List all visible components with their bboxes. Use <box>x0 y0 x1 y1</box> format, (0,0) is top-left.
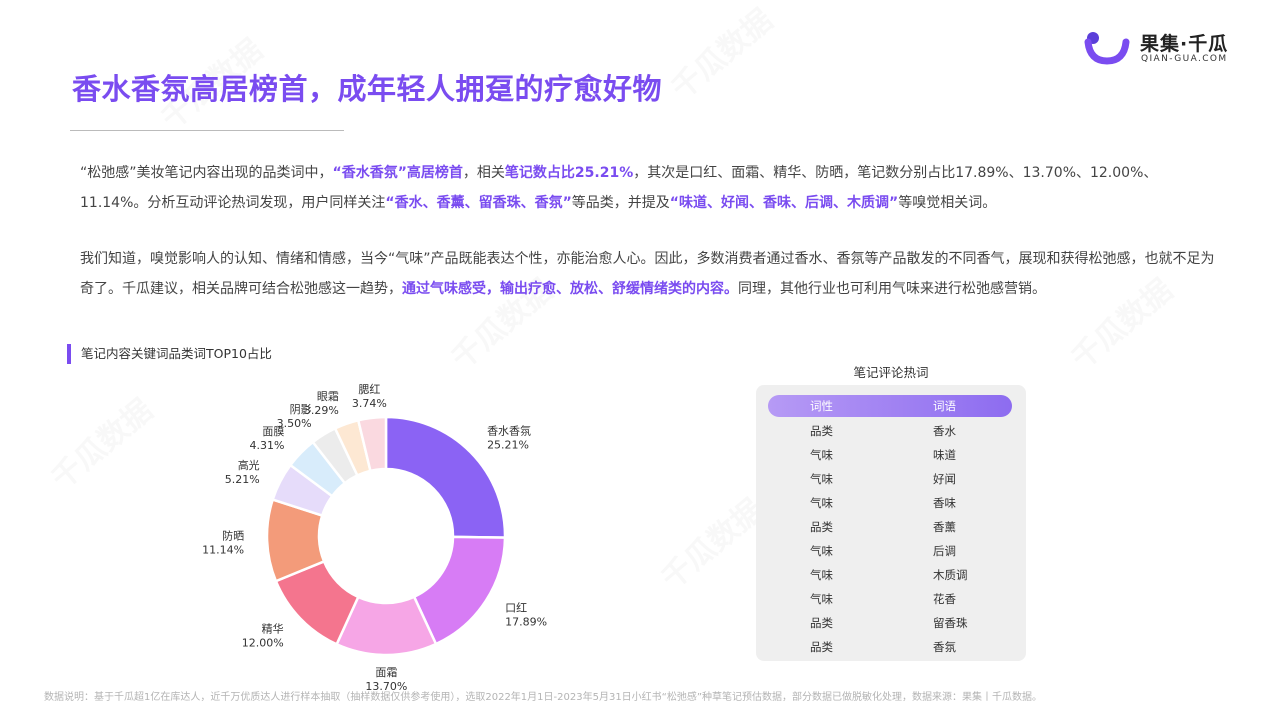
highlight-span: 笔记数占比25.21% <box>504 165 634 181</box>
slice-value-label: 17.89% <box>505 615 547 628</box>
hotwords-table: 词性 词语 品类 香水 气味 味道 气味 好闻 气味 香味 品类 香薰 气味 后调 气味 木质… <box>756 385 1026 661</box>
text-span: 我们知道，嗅觉影响人的认知、情绪和情感，当今“气味”产品既能表达个性，亦能治愈人… <box>80 251 1215 297</box>
text-span: ，其次是口红、面霜、精华、防晒，笔记数分别占比17.89%、13.70%、12.… <box>80 165 1158 211</box>
table-row: 气味 味道 <box>768 443 1012 467</box>
table-row: 品类 留香珠 <box>768 611 1012 635</box>
watermark: 千瓜数据 <box>655 492 770 597</box>
slice-category-label: 防晒 <box>222 529 244 543</box>
slice-category-label: 腮红 <box>358 383 380 396</box>
summary-paragraph-1: “松弛感”美妆笔记内容出现的品类词中，“香水香氛”高居榜首，相关笔记数占比25.… <box>80 158 1220 218</box>
table-cell: 留香珠 <box>933 616 968 630</box>
hotwords-table-title: 笔记评论热词 <box>853 365 929 380</box>
table-cell: 气味 <box>810 472 833 486</box>
table-cell: 气味 <box>810 568 833 582</box>
slice-value-label: 4.31% <box>249 439 284 452</box>
slice-category-label: 面膜 <box>262 425 284 438</box>
slice-value-label: 25.21% <box>487 438 529 451</box>
data-source-footnote: 数据说明：基于千瓜超1亿在库达人，近千万优质达人进行样本抽取（抽样数据仅供参考使… <box>44 692 1043 703</box>
table-row: 品类 香氛 <box>768 635 1012 659</box>
slice-value-label: 3.29% <box>304 404 339 417</box>
slice-value-label: 11.14% <box>202 544 244 557</box>
brand-name: 果集·千瓜 <box>1140 33 1229 55</box>
table-cell: 气味 <box>810 544 833 558</box>
table-row: 品类 香薰 <box>768 515 1012 539</box>
table-cell: 气味 <box>810 496 833 510</box>
table-cell: 香味 <box>933 496 956 510</box>
table-cell: 后调 <box>933 544 956 558</box>
donut-slice <box>356 415 388 473</box>
slice-value-label: 3.50% <box>277 417 312 430</box>
chart-section-title: 笔记内容关键词品类词TOP10占比 <box>67 344 272 364</box>
slice-category-label: 精华 <box>262 621 284 635</box>
slice-category-label: 面霜 <box>375 666 397 679</box>
table-cell: 木质调 <box>933 568 968 582</box>
table-row: 品类 香水 <box>768 419 1012 443</box>
slice-category-label: 高光 <box>238 458 260 472</box>
table-cell: 气味 <box>810 448 833 462</box>
table-header-cell: 词语 <box>933 399 956 413</box>
highlight-span: “香水、香薰、留香珠、香氛” <box>385 195 572 211</box>
slice-category-label: 眼霜 <box>317 390 339 403</box>
brand-logo: 果集·千瓜 QIAN-GUA.COM <box>1084 26 1244 70</box>
table-header-cell: 词性 <box>810 399 833 413</box>
slice-value-label: 5.21% <box>225 473 260 486</box>
slice-category-label: 口红 <box>505 601 527 614</box>
table-cell: 香氛 <box>933 640 956 654</box>
brand-logo-icon <box>1084 32 1130 65</box>
table-row: 气味 香味 <box>768 491 1012 515</box>
text-span: 同理，其他行业也可利用气味来进行松弛感营销。 <box>738 281 1046 297</box>
table-cell: 味道 <box>933 448 956 462</box>
slice-category-label: 香水香氛 <box>487 424 531 437</box>
watermark: 千瓜数据 <box>45 392 160 497</box>
table-cell: 气味 <box>810 592 833 606</box>
summary-paragraph-2: 我们知道，嗅觉影响人的认知、情绪和情感，当今“气味”产品既能表达个性，亦能治愈人… <box>80 244 1220 304</box>
watermark: 千瓜数据 <box>665 2 780 107</box>
title-divider <box>70 130 344 131</box>
text-span: ，相关 <box>462 165 505 181</box>
table-header: 词性 词语 <box>768 395 1012 417</box>
table-cell: 香薰 <box>933 520 956 534</box>
table-cell: 品类 <box>810 520 833 534</box>
slice-category-label: 阴影 <box>290 403 312 416</box>
table-cell: 香水 <box>933 424 956 438</box>
table-cell: 花香 <box>933 592 956 606</box>
text-span: 等品类，并提及 <box>571 195 670 211</box>
slice-value-label: 13.70% <box>365 680 407 693</box>
table-cell: 品类 <box>810 616 833 630</box>
table-row: 气味 后调 <box>768 539 1012 563</box>
page-title: 香水香氛高居榜首，成年轻人拥趸的疗愈好物 <box>72 72 663 106</box>
table-row: 气味 木质调 <box>768 563 1012 587</box>
slice-value-label: 12.00% <box>242 636 284 649</box>
table-cell: 品类 <box>810 640 833 654</box>
table-cell: 好闻 <box>933 472 956 486</box>
table-cell: 品类 <box>810 424 833 438</box>
highlight-span: “香水香氛”高居榜首 <box>332 165 463 181</box>
table-row: 气味 好闻 <box>768 467 1012 491</box>
donut-slice <box>384 415 507 539</box>
highlight-span: 通过气味感受，输出疗愈、放松、舒缓情绪类的内容。 <box>402 281 738 297</box>
slice-value-label: 3.74% <box>352 397 387 410</box>
brand-url: QIAN-GUA.COM <box>1141 54 1228 64</box>
text-span: “松弛感”美妆笔记内容出现的品类词中， <box>80 165 333 181</box>
table-row: 气味 花香 <box>768 587 1012 611</box>
highlight-span: “味道、好闻、香味、后调、木质调” <box>669 195 899 211</box>
text-span: 等嗅觉相关词。 <box>898 195 997 211</box>
